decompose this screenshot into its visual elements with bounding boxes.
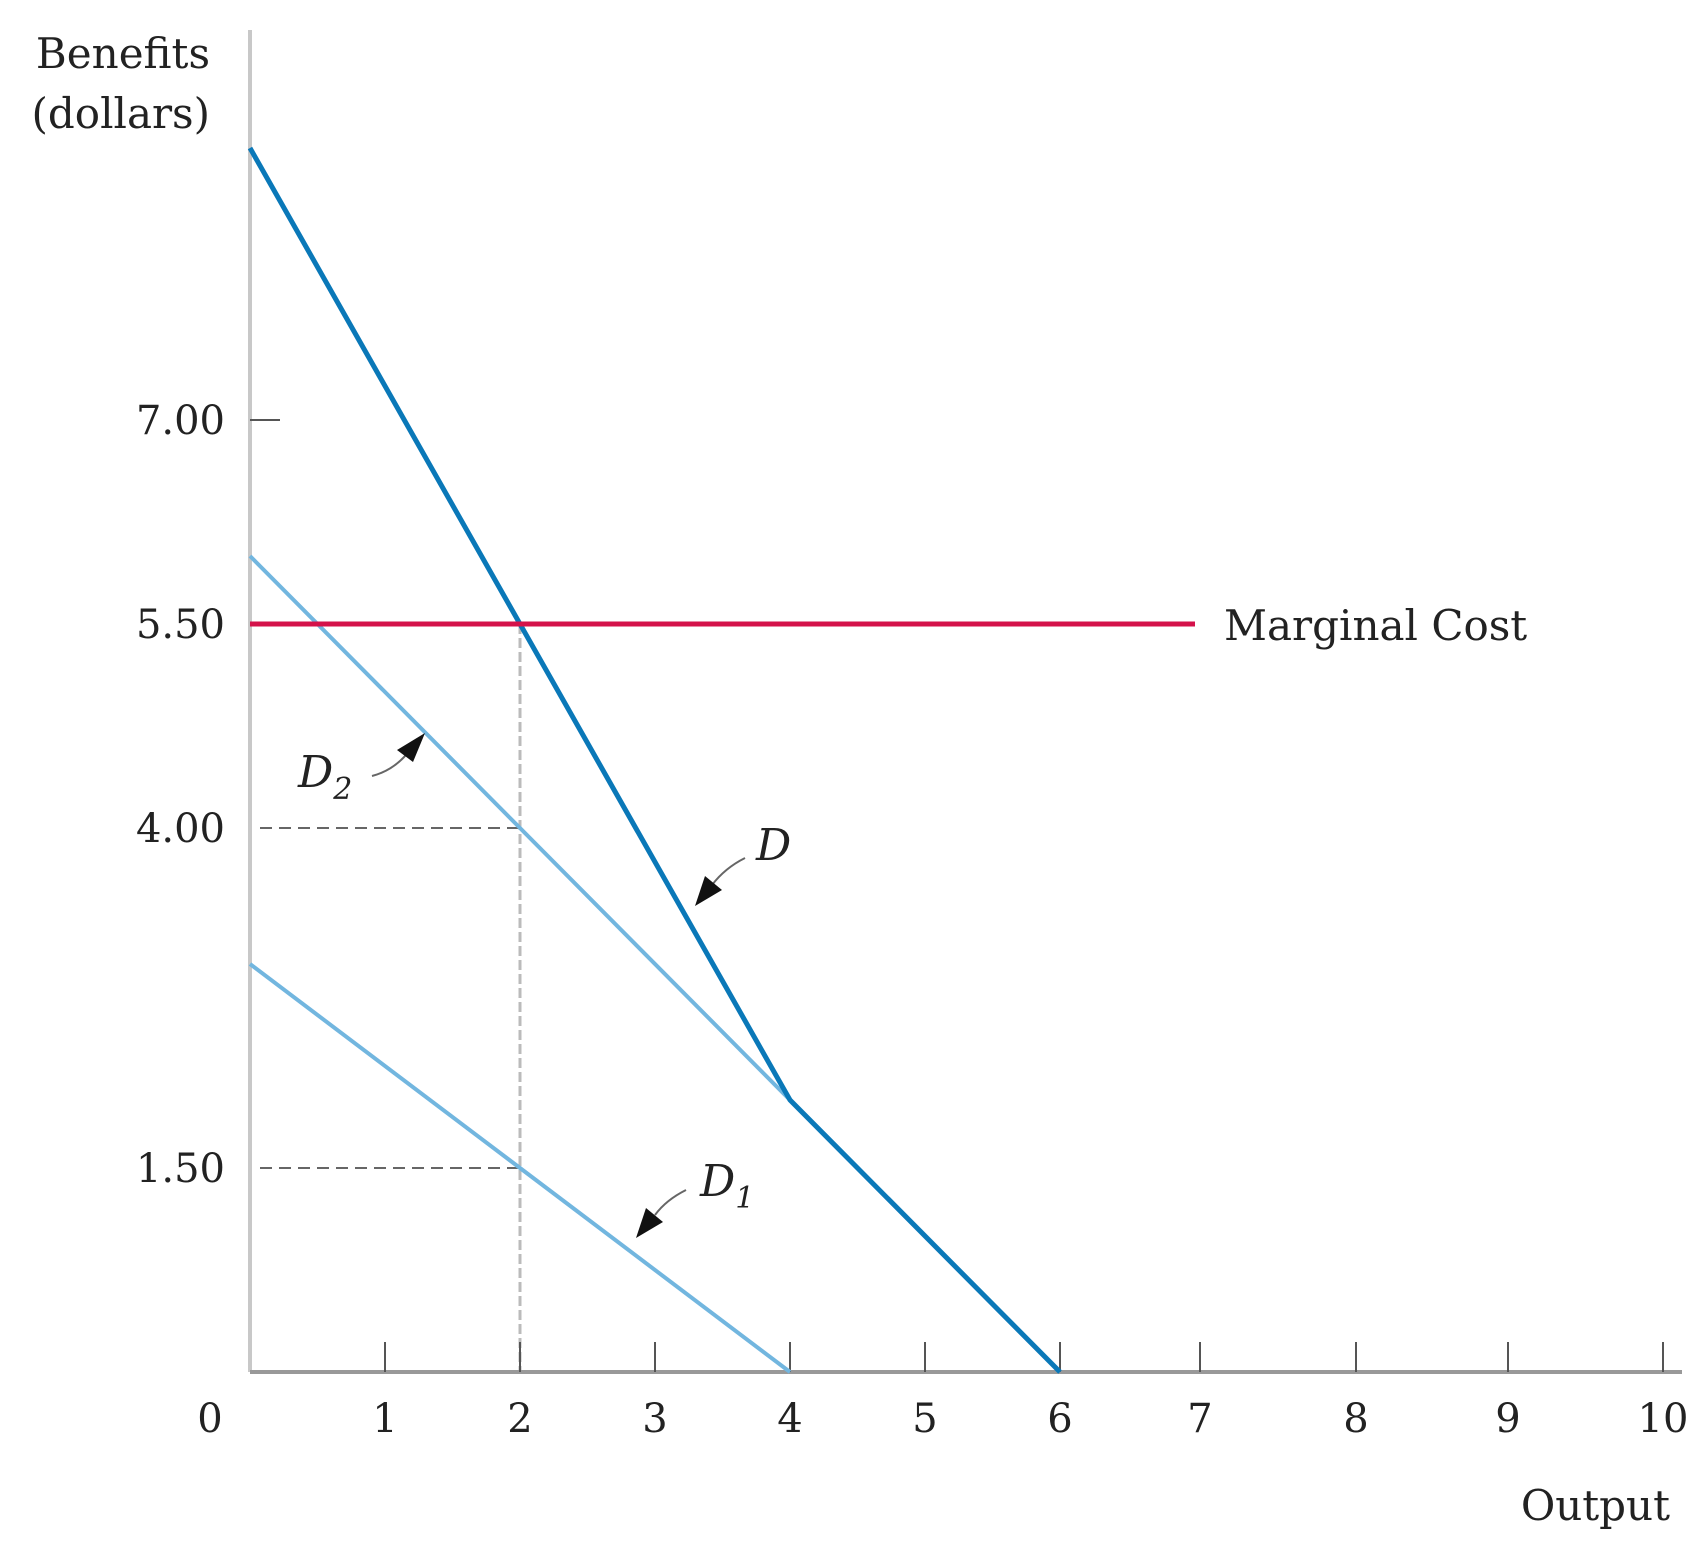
d2-arrowhead-icon [397, 733, 425, 762]
x-tick-label: 6 [1047, 1396, 1072, 1442]
x-tick-label: 4 [777, 1396, 802, 1442]
d2-annotation: D2 [297, 733, 425, 807]
y-axis-label-line2: (dollars) [32, 89, 210, 138]
x-tick-label: 0 [197, 1396, 222, 1442]
y-tick-label: 1.50 [136, 1146, 225, 1192]
series-line-d1 [248, 962, 792, 1374]
d1-arrow-icon [654, 1189, 687, 1216]
y-axis-label-line1: Benefits [36, 29, 210, 78]
y-tick-label: 7.00 [136, 398, 225, 444]
svg-text:D: D [755, 820, 791, 871]
marginal-cost-label: Marginal Cost [1224, 601, 1527, 650]
series-line-d [247, 146, 1062, 1374]
x-tick-label: 9 [1495, 1396, 1520, 1442]
svg-text:D1: D1 [699, 1156, 754, 1216]
x-tick-label: 1 [372, 1396, 397, 1442]
x-tick-label: 7 [1187, 1396, 1212, 1442]
y-tick-label: 4.00 [136, 806, 225, 852]
x-tick-label: 8 [1343, 1396, 1368, 1442]
d-annotation: D [695, 820, 791, 906]
x-tick-label: 3 [642, 1396, 667, 1442]
x-tick-label: 2 [507, 1396, 532, 1442]
y-tick-label: 5.50 [136, 602, 225, 648]
svg-text:D2: D2 [297, 747, 352, 807]
d1-arrowhead-icon [636, 1208, 663, 1238]
x-axis-label: Output [1521, 1481, 1670, 1530]
d-arrow-icon [711, 857, 746, 886]
x-tick-label: 5 [912, 1396, 937, 1442]
x-tick-label: 10 [1638, 1396, 1689, 1442]
d-arrowhead-icon [695, 876, 722, 906]
d1-annotation: D1 [636, 1156, 754, 1238]
